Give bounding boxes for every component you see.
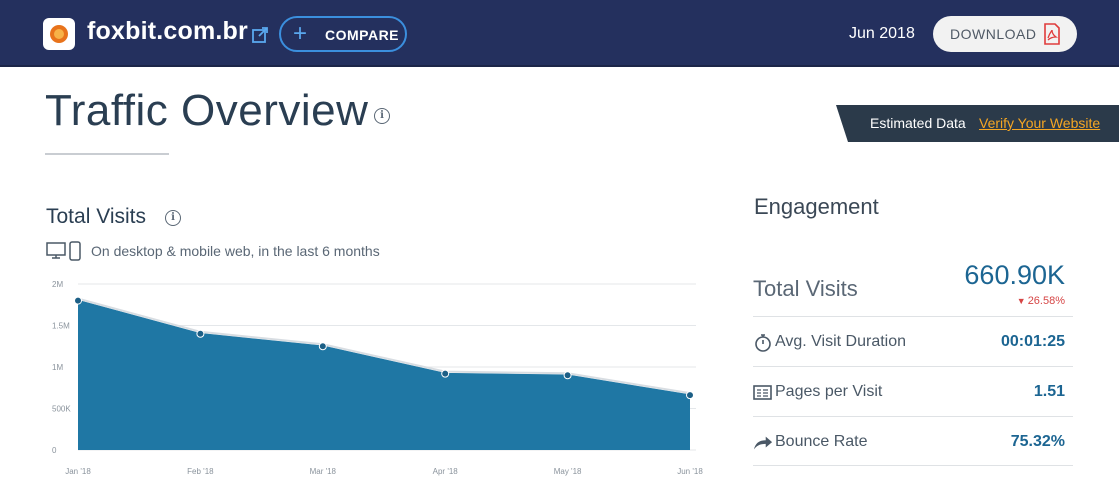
metric-label: Pages per Visit [775,383,883,400]
data-point[interactable] [196,329,205,338]
metric-row-pages: Pages per Visit 1.51 [753,366,1073,416]
metric-label: Bounce Rate [775,433,868,450]
data-point[interactable] [686,391,694,400]
data-point[interactable] [74,296,82,305]
x-tick-label: Mar '18 [310,467,337,476]
desktop-mobile-icon [46,241,81,261]
total-visits-chart: 0 500K 1M 1.5M 2M Jan '18 Feb '18 Mar '18 Apr '… [52,280,703,476]
engagement-total-visits-label: Total Visits [753,276,858,301]
series-line [77,299,691,396]
y-tick-label: 500K [52,405,71,414]
estimated-data-banner [836,105,1119,142]
x-tick-label: Jan '18 [65,467,91,476]
download-label: DOWNLOAD [950,26,1037,42]
engagement-total-visits-value: 660.90K [964,260,1065,290]
compare-button[interactable]: + COMPARE [279,16,407,52]
top-header: foxbit.com.br + COMPARE Jun 2018 DOWNLOA… [0,0,1119,67]
site-logo [43,18,75,50]
compare-label: COMPARE [325,27,400,43]
metric-value: 00:01:25 [1000,333,1065,350]
page-title: Traffic Overview [45,86,369,135]
plus-icon: + [293,20,308,47]
estimated-data-label: Estimated Data [870,115,966,131]
divider [753,316,1073,317]
engagement-title: Engagement [754,194,879,219]
info-icon[interactable]: i [165,210,181,226]
total-visits-subtitle: On desktop & mobile web, in the last 6 m… [91,243,380,259]
title-divider [45,153,169,155]
data-point[interactable] [563,371,572,380]
bounce-arrow-icon [753,436,773,450]
series-shadow [77,297,691,395]
metric-value: 1.51 [1033,383,1065,400]
visits-change-value: 26.58% [1027,295,1065,307]
stopwatch-icon [755,334,771,352]
data-point[interactable] [318,342,327,351]
down-arrow-icon: ▼ [1016,296,1026,306]
x-tick-label: Feb '18 [187,467,214,476]
date-selector[interactable]: Jun 2018 [849,25,915,42]
download-button[interactable]: DOWNLOAD [933,16,1077,52]
area-fill [78,300,690,450]
x-tick-label: Jun '18 [677,467,703,476]
info-icon[interactable]: i [374,108,390,124]
y-tick-label: 2M [52,280,63,289]
metric-label: Avg. Visit Duration [775,333,907,350]
divider [753,465,1073,466]
metric-row-bounce: Bounce Rate 75.32% [753,416,1073,466]
pdf-icon [1044,23,1060,45]
visits-change: ▼ 26.58% [960,295,1065,307]
metric-value: 75.32% [1010,433,1065,450]
divider [753,366,1073,367]
y-tick-label: 0 [52,446,57,455]
divider [753,416,1073,417]
verify-website-link[interactable]: Verify Your Website [979,115,1101,131]
external-link-icon[interactable] [251,26,269,44]
site-name: foxbit.com.br [87,17,248,45]
total-visits-title: Total Visits [46,205,146,228]
x-tick-label: May '18 [554,467,582,476]
metric-row-duration: Avg. Visit Duration 00:01:25 [753,316,1073,366]
pages-icon [753,385,772,400]
y-tick-label: 1.5M [52,322,70,331]
data-point[interactable] [441,369,450,378]
x-tick-label: Apr '18 [433,467,459,476]
y-tick-label: 1M [52,363,63,372]
